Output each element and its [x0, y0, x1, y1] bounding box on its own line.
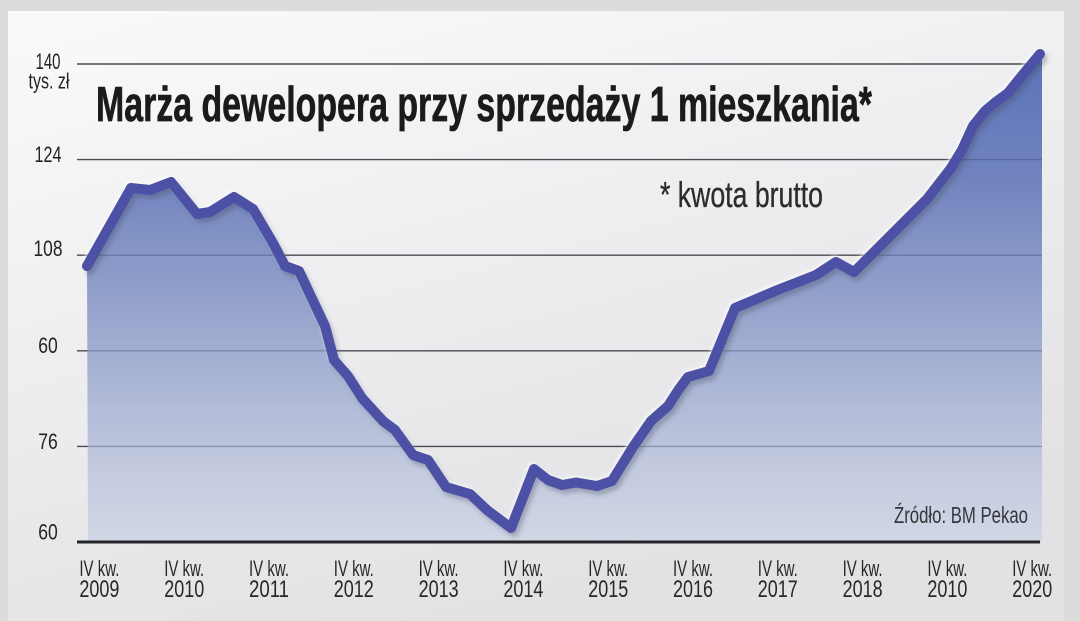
svg-text:IV kw.: IV kw. [79, 556, 119, 581]
svg-text:IV kw.: IV kw. [673, 556, 713, 581]
svg-text:2014: 2014 [503, 576, 543, 603]
svg-text:60: 60 [38, 333, 58, 358]
svg-text:IV kw.: IV kw. [927, 556, 967, 581]
svg-text:2018: 2018 [843, 576, 883, 603]
svg-text:IV kw.: IV kw. [334, 556, 374, 581]
svg-text:2020: 2020 [1012, 576, 1052, 603]
svg-text:2009: 2009 [79, 576, 119, 603]
svg-text:IV kw.: IV kw. [249, 556, 289, 581]
svg-text:60: 60 [38, 520, 58, 545]
svg-text:76: 76 [38, 429, 58, 454]
svg-text:2011: 2011 [249, 576, 289, 603]
svg-text:IV kw.: IV kw. [758, 556, 798, 581]
svg-text:140: 140 [36, 49, 61, 74]
svg-text:IV kw.: IV kw. [164, 556, 204, 581]
svg-text:IV kw.: IV kw. [419, 556, 459, 581]
svg-text:Marża dewelopera przy sprzedaż: Marża dewelopera przy sprzedaży 1 mieszk… [96, 78, 873, 132]
svg-text:2010: 2010 [164, 576, 204, 603]
svg-text:Źródło: BM Pekao: Źródło: BM Pekao [894, 502, 1028, 528]
svg-text:2010: 2010 [927, 576, 967, 603]
svg-text:2012: 2012 [334, 576, 374, 603]
svg-text:2017: 2017 [758, 576, 798, 603]
svg-text:IV kw.: IV kw. [503, 556, 543, 581]
svg-text:2013: 2013 [419, 576, 459, 603]
svg-text:108: 108 [34, 236, 63, 261]
svg-text:IV kw.: IV kw. [843, 556, 883, 581]
svg-text:124: 124 [35, 142, 62, 167]
svg-text:IV kw.: IV kw. [1012, 556, 1052, 581]
svg-text:IV kw.: IV kw. [588, 556, 628, 581]
svg-text:2016: 2016 [673, 576, 713, 603]
svg-text:tys. zł: tys. zł [29, 69, 70, 94]
svg-text:2015: 2015 [588, 576, 628, 603]
svg-text:* kwota brutto: * kwota brutto [660, 174, 823, 215]
